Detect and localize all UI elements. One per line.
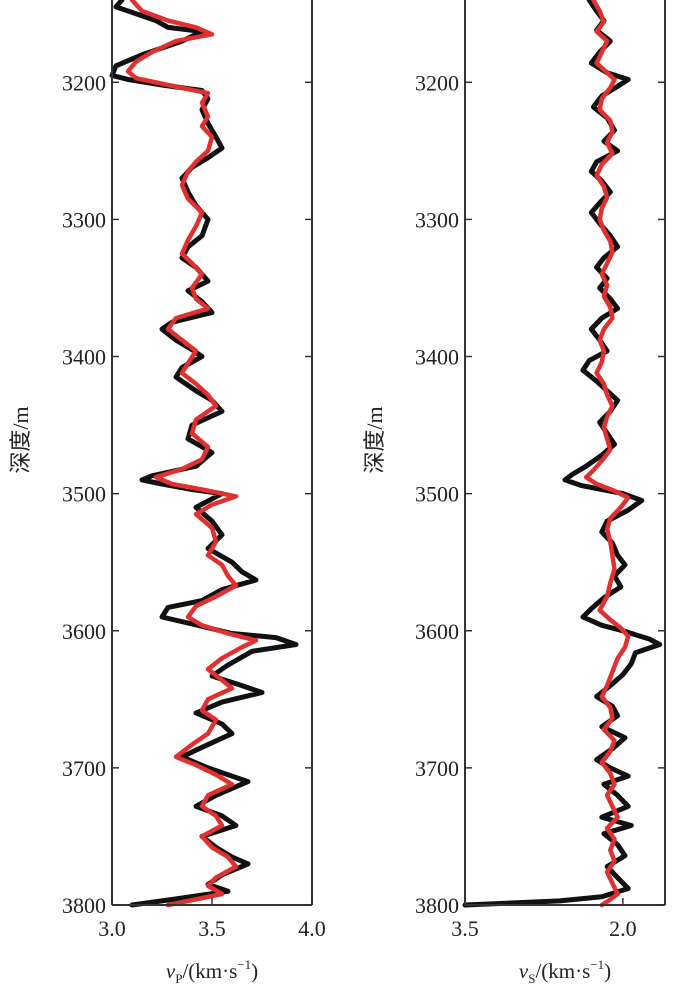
x-label-exp-vp: −1 <box>237 957 251 972</box>
xtick-label-vp: 3.0 <box>98 916 126 941</box>
xtick-label-vp: 4.0 <box>298 916 326 941</box>
x-label-sub-vs: S <box>528 971 535 986</box>
ytick-label-vs: 3500 <box>415 482 459 507</box>
x-label-unit-vp: /(km·s <box>182 959 237 983</box>
ytick-label-vp: 3500 <box>62 482 106 507</box>
xtick-label-vs: 2.0 <box>609 916 637 941</box>
ytick-label-vp: 3600 <box>62 619 106 644</box>
y-axis-label-vs: 深度/m <box>362 406 387 473</box>
ytick-label-vp: 3200 <box>62 70 106 95</box>
x-axis-label-vp: vP/(km·s−1) <box>166 957 258 986</box>
x-label-var-vs: v <box>519 959 529 983</box>
ytick-label-vs: 3400 <box>415 345 459 370</box>
x-label-var-vp: v <box>166 959 176 983</box>
x-label-exp-vs: −1 <box>590 957 604 972</box>
ytick-label-vs: 3200 <box>415 70 459 95</box>
ytick-label-vp: 3400 <box>62 345 106 370</box>
series-line-vp-1 <box>125 0 259 908</box>
x-label-close-vp: ) <box>251 959 258 983</box>
series-line-vs-0 <box>462 0 663 908</box>
x-label-sub-vp: P <box>175 971 182 986</box>
ytick-label-vp: 3800 <box>62 893 106 918</box>
xtick-label-vp: 3.5 <box>198 916 226 941</box>
ytick-label-vs: 3300 <box>415 207 459 232</box>
x-axis-label-vs: vS/(km·s−1) <box>519 957 611 986</box>
ytick-label-vs: 3700 <box>415 756 459 781</box>
ytick-label-vs: 3600 <box>415 619 459 644</box>
ytick-label-vp: 3300 <box>62 207 106 232</box>
x-label-unit-vs: /(km·s <box>535 959 590 983</box>
xtick-label-vs: 3.5 <box>451 916 479 941</box>
series-line-vs-1 <box>583 0 631 908</box>
ytick-label-vs: 3800 <box>415 893 459 918</box>
y-axis-label-vp: 深度/m <box>8 406 33 473</box>
ytick-label-vp: 3700 <box>62 756 106 781</box>
x-label-close-vs: ) <box>604 959 611 983</box>
